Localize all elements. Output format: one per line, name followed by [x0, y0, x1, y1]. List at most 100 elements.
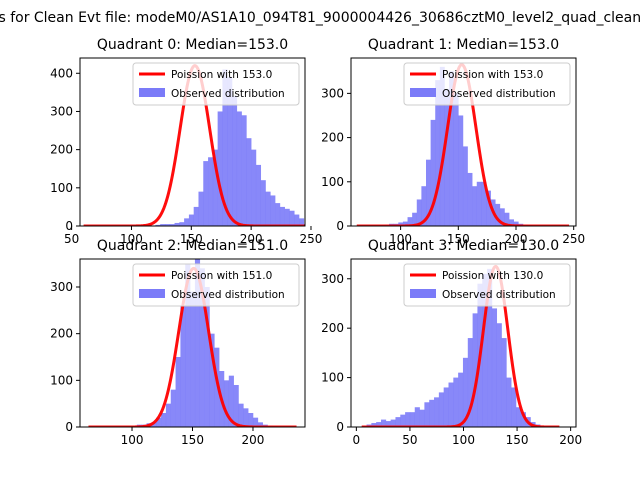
histogram-bar: [434, 397, 440, 427]
histogram-bar: [165, 403, 172, 427]
histogram-bar: [501, 338, 507, 427]
histogram-bar: [496, 323, 502, 427]
histogram-bar: [472, 186, 478, 226]
histogram-bar: [188, 214, 194, 226]
y-tick-label: 100: [50, 373, 73, 387]
legend-hist-swatch: [139, 88, 165, 97]
x-tick-label: 100: [452, 433, 475, 447]
histogram-bar: [412, 212, 418, 226]
histogram-bar: [491, 308, 498, 427]
y-tick-label: 200: [50, 143, 73, 157]
histogram-bar: [506, 377, 512, 427]
histogram-bar: [255, 164, 262, 226]
histogram-bar: [180, 305, 186, 427]
histogram-bar: [402, 221, 408, 226]
histogram-bar: [289, 210, 295, 226]
histogram-bar: [476, 181, 482, 226]
histogram-bar: [435, 80, 441, 226]
axes-frame: [350, 57, 577, 227]
histogram-bar: [400, 414, 406, 427]
histogram-bar: [198, 191, 204, 226]
histogram-bar: [227, 77, 233, 226]
histogram-bar: [516, 407, 522, 427]
histogram-bar: [419, 409, 425, 427]
y-tick-label: 100: [321, 175, 344, 189]
histogram-bar: [170, 389, 176, 427]
histogram-bar: [160, 224, 166, 226]
plot-area: [360, 264, 561, 427]
histogram-bar: [233, 385, 239, 427]
histogram-bar: [462, 357, 469, 427]
histogram-bar: [453, 93, 459, 226]
histogram-bar: [429, 399, 435, 427]
histogram-bar: [193, 206, 199, 226]
quadrant-1-title: Quadrant 1: Median=153.0: [368, 37, 559, 53]
histogram-bar: [257, 422, 263, 427]
quadrant-0-title: Quadrant 0: Median=153.0: [97, 37, 288, 53]
histogram-bar: [511, 387, 517, 427]
histogram-bar: [481, 181, 487, 226]
histogram-bar: [309, 225, 314, 226]
y-tick-label: 0: [65, 420, 73, 434]
histogram-bar: [414, 407, 420, 427]
legend-hist-swatch: [410, 289, 436, 298]
histogram-bar: [151, 422, 157, 427]
histogram-bar: [228, 375, 234, 427]
histogram-bar: [231, 96, 238, 226]
histogram-bar: [472, 313, 478, 427]
histogram-bar: [495, 203, 501, 226]
x-tick-label: 100: [120, 232, 143, 246]
histogram-bar: [407, 217, 413, 226]
x-tick-label: 150: [506, 433, 529, 447]
histogram-bar: [179, 222, 185, 226]
histogram-bar: [194, 259, 201, 427]
y-tick-label: 100: [321, 371, 344, 385]
histogram-bar: [243, 408, 249, 427]
figure-suptitle: Plots for Clean Evt file: modeM0/AS1A10_…: [0, 10, 640, 26]
histogram-bar: [204, 287, 210, 427]
histogram-bar: [199, 268, 205, 427]
x-tick-label: 200: [240, 232, 263, 246]
histogram-bar: [458, 372, 464, 427]
axes-frame: [79, 57, 306, 227]
histogram-bar: [190, 291, 196, 427]
histogram-bar: [390, 419, 396, 427]
x-tick-label: 50: [64, 232, 79, 246]
legend-hist-label: Observed distribution: [171, 289, 285, 301]
legend-fit-label: Poission with 151.0: [171, 270, 272, 282]
histogram-bar: [376, 422, 382, 427]
legend-box: [403, 62, 571, 106]
quadrant-2-title: Quadrant 2: Median=151.0: [97, 238, 288, 254]
histogram-bar: [409, 412, 416, 427]
y-tick-label: 200: [321, 321, 344, 335]
histogram-bar: [161, 413, 167, 427]
x-tick-label: 100: [389, 232, 412, 246]
histogram-bar: [449, 71, 454, 226]
y-tick-label: 300: [321, 86, 344, 100]
histogram-bar: [520, 412, 526, 427]
y-tick-label: 0: [65, 219, 73, 233]
histogram-bar: [238, 403, 244, 427]
histogram-bar: [398, 222, 404, 226]
histogram-bar: [444, 88, 450, 226]
y-tick-label: 400: [50, 66, 73, 80]
histogram-bar: [294, 214, 300, 226]
x-tick-label: 150: [180, 232, 203, 246]
legend-hist-label: Observed distribution: [442, 88, 556, 100]
histogram-bar: [248, 413, 254, 427]
histogram-bar: [448, 382, 454, 427]
histogram-bar: [482, 273, 488, 427]
histogram-bar: [212, 149, 218, 226]
histogram-bar: [486, 190, 491, 226]
y-tick-label: 0: [336, 219, 344, 233]
x-tick-label: 150: [181, 433, 204, 447]
y-tick-label: 200: [321, 131, 344, 145]
histogram-bar: [236, 111, 242, 226]
histogram-bar: [424, 402, 430, 427]
y-tick-label: 0: [336, 420, 344, 434]
histogram-bar: [487, 268, 493, 427]
histogram-bar: [175, 357, 181, 427]
x-tick-label: 50: [402, 433, 417, 447]
histogram-bar: [265, 191, 271, 226]
